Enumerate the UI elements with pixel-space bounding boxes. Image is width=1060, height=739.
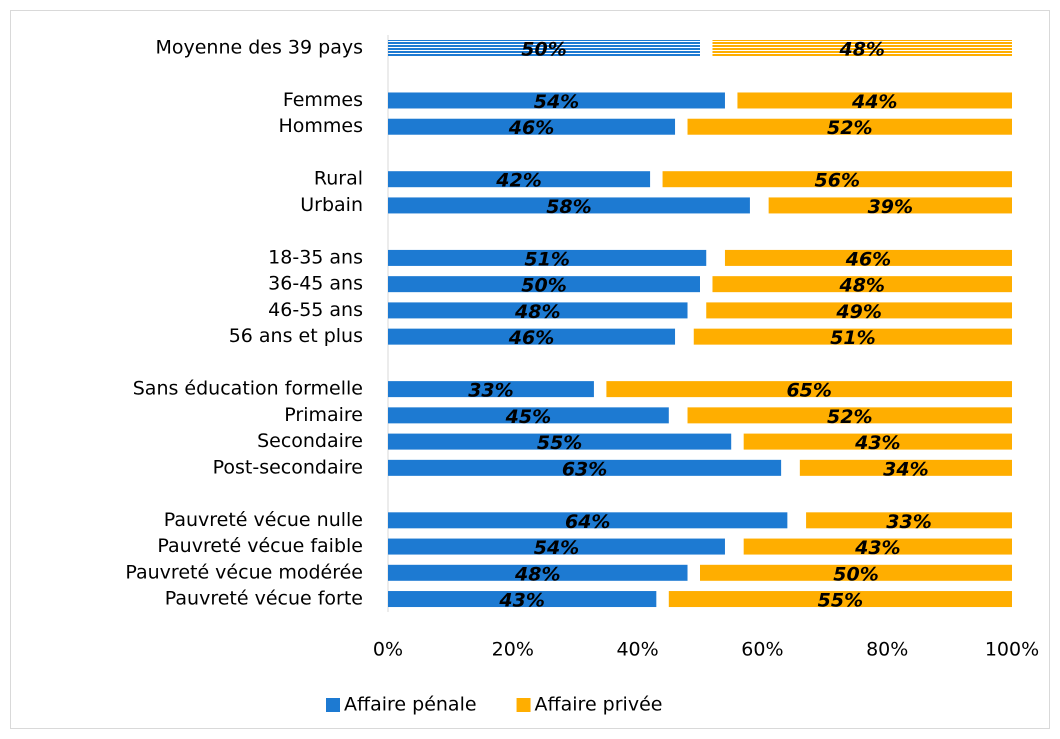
- bar: [606, 381, 1012, 398]
- value-label: 58%: [546, 196, 591, 218]
- value-label: 51%: [524, 248, 569, 270]
- category-label: Sans éducation formelle: [133, 378, 363, 400]
- value-label: 44%: [851, 91, 897, 113]
- value-label: 49%: [835, 301, 881, 323]
- bar: [388, 92, 725, 109]
- value-label: 48%: [838, 275, 884, 297]
- category-label: Primaire: [284, 404, 363, 426]
- category-label: Pauvreté vécue nulle: [164, 509, 363, 531]
- value-label: 50%: [833, 563, 878, 585]
- bar: [388, 459, 782, 476]
- category-label: Femmes: [283, 89, 363, 111]
- value-label: 43%: [498, 590, 544, 612]
- bar: [388, 302, 688, 319]
- value-label: 65%: [786, 380, 831, 402]
- bar: [668, 591, 1012, 608]
- legend-swatch: [516, 698, 531, 712]
- value-label: 55%: [818, 590, 863, 612]
- x-tick-label: 80%: [866, 639, 908, 661]
- value-label: 34%: [883, 458, 928, 480]
- value-label: 64%: [565, 511, 610, 533]
- bar: [706, 302, 1012, 319]
- value-label: 50%: [521, 275, 566, 297]
- x-tick-label: 0%: [373, 639, 403, 661]
- value-label: 48%: [514, 563, 560, 585]
- value-label: 46%: [845, 248, 891, 270]
- value-label: 52%: [827, 406, 872, 428]
- bar: [388, 249, 707, 266]
- value-label: 51%: [830, 327, 875, 349]
- category-label: Secondaire: [257, 430, 363, 452]
- bar: [388, 197, 750, 214]
- legend-label: Affaire pénale: [344, 694, 477, 716]
- x-tick-label: 60%: [741, 639, 783, 661]
- bar: [724, 249, 1012, 266]
- bar: [768, 197, 1012, 214]
- category-label: Pauvreté vécue forte: [165, 588, 363, 610]
- value-label: 33%: [468, 380, 513, 402]
- bar: [700, 564, 1012, 581]
- bar: [388, 407, 669, 424]
- bar: [388, 433, 732, 450]
- bar: [388, 40, 700, 56]
- value-label: 55%: [537, 432, 582, 454]
- value-label: 52%: [827, 117, 872, 139]
- value-label: 46%: [508, 327, 554, 349]
- bar: [388, 591, 657, 608]
- value-label: 48%: [838, 39, 884, 61]
- value-label: 45%: [505, 406, 551, 428]
- value-label: 54%: [534, 537, 579, 559]
- value-label: 42%: [495, 170, 541, 192]
- category-label: 18-35 ans: [268, 246, 363, 268]
- bar: [712, 276, 1012, 293]
- value-label: 50%: [521, 39, 566, 61]
- bar: [388, 512, 788, 529]
- category-label: 36-45 ans: [268, 273, 363, 295]
- value-label: 43%: [854, 537, 900, 559]
- bar: [388, 328, 676, 345]
- value-label: 46%: [508, 117, 554, 139]
- x-tick-label: 20%: [492, 639, 534, 661]
- legend-label: Affaire privée: [535, 694, 663, 716]
- value-label: 39%: [868, 196, 913, 218]
- bar: [388, 118, 676, 135]
- bar: [388, 276, 700, 293]
- bar: [388, 381, 594, 398]
- bar: [388, 538, 725, 555]
- value-label: 48%: [514, 301, 560, 323]
- bar: [388, 171, 651, 188]
- category-label: 56 ans et plus: [229, 325, 363, 347]
- bar: [712, 40, 1012, 56]
- bar: [799, 459, 1012, 476]
- x-tick-label: 100%: [985, 639, 1039, 661]
- value-label: 43%: [854, 432, 900, 454]
- bar: [737, 92, 1012, 109]
- bar: [743, 433, 1012, 450]
- value-label: 33%: [886, 511, 931, 533]
- bar: [743, 538, 1012, 555]
- category-label: 46-55 ans: [268, 299, 363, 321]
- value-label: 54%: [534, 91, 579, 113]
- category-label: Moyenne des 39 pays: [155, 37, 363, 59]
- category-label: Hommes: [278, 115, 363, 137]
- value-label: 56%: [815, 170, 860, 192]
- category-label: Urbain: [300, 194, 363, 216]
- bar: [388, 564, 688, 581]
- legend-swatch: [326, 698, 340, 712]
- category-label: Pauvreté vécue modérée: [125, 561, 363, 583]
- category-label: Pauvreté vécue faible: [157, 535, 363, 557]
- value-label: 63%: [562, 458, 607, 480]
- category-label: Post-secondaire: [213, 456, 363, 478]
- bar: [806, 512, 1012, 529]
- bar: [662, 171, 1012, 188]
- x-tick-label: 40%: [616, 639, 658, 661]
- category-label: Rural: [314, 168, 363, 190]
- bar: [693, 328, 1012, 345]
- bar: [687, 407, 1012, 424]
- bar: [687, 118, 1012, 135]
